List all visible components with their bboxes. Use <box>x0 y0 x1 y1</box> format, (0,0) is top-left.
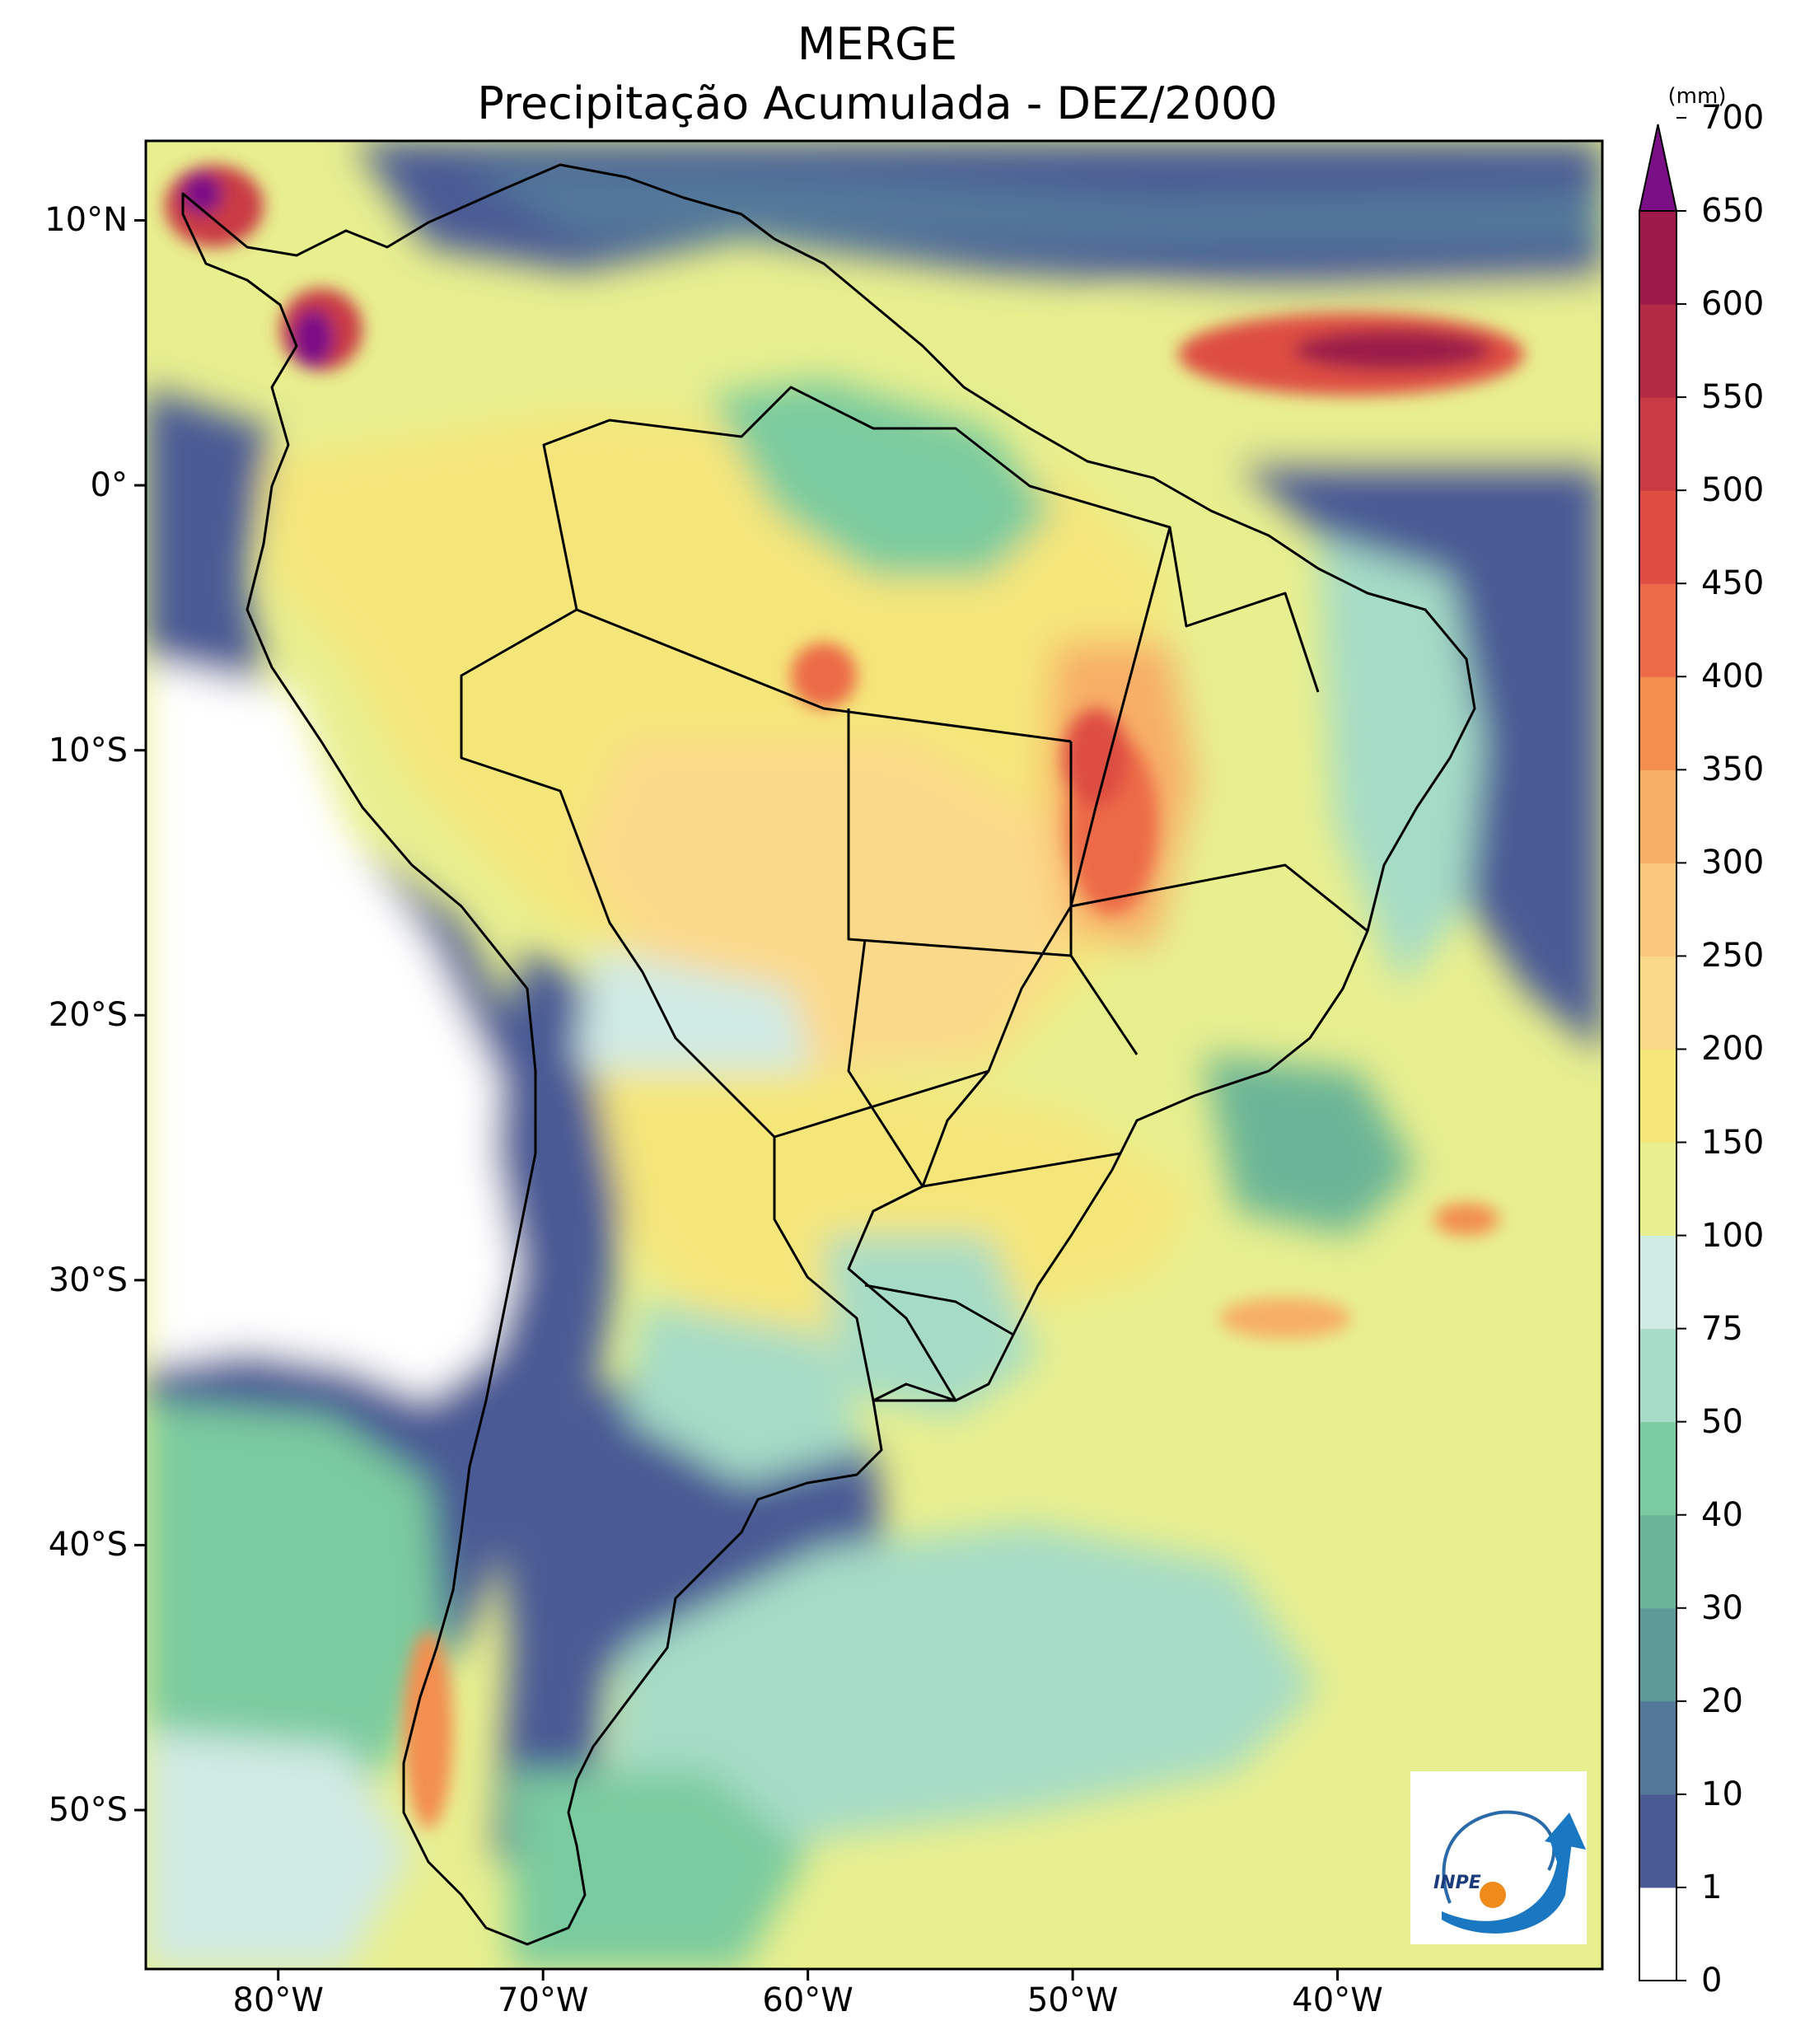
colorbar-label: 550 <box>1701 378 1764 416</box>
longitude-tick-marks <box>278 1969 1338 1981</box>
colorbar-label: 50 <box>1701 1403 1743 1441</box>
latitude-tick-marks <box>134 220 146 1810</box>
lat-tick-label: 10°S <box>49 732 128 769</box>
colorbar-swatch <box>1639 769 1676 863</box>
colorbar-swatch <box>1639 583 1676 677</box>
inpe-logo: INPE <box>1410 1771 1587 1944</box>
colorbar-label: 1 <box>1701 1869 1722 1906</box>
lon-tick-label: 80°W <box>232 1981 323 2019</box>
colorbar-label: 200 <box>1701 1030 1764 1068</box>
colorbar-swatch <box>1639 676 1676 770</box>
colorbar-label: 75 <box>1701 1310 1743 1348</box>
colorbar-label: 250 <box>1701 937 1764 975</box>
colorbar-swatch <box>1639 1515 1676 1609</box>
lon-tick-label: 70°W <box>498 1981 588 2019</box>
colorbar-swatch <box>1639 211 1676 305</box>
colorbar-label: 400 <box>1701 657 1764 695</box>
colorbar-label: 0 <box>1701 1962 1722 2000</box>
colorbar-label: 20 <box>1701 1682 1743 1720</box>
colorbar-swatch <box>1639 397 1676 491</box>
colorbar <box>1639 118 1686 1981</box>
lat-tick-label: 20°S <box>49 996 128 1034</box>
lat-tick-label: 50°S <box>49 1791 128 1829</box>
colorbar-extend-arrow <box>1639 124 1676 211</box>
inpe-logo-text: INPE <box>1433 1873 1481 1893</box>
colorbar-swatch <box>1639 1422 1676 1516</box>
lon-tick-label: 50°W <box>1027 1981 1118 2019</box>
colorbar-label: 600 <box>1701 285 1764 323</box>
colorbar-swatch <box>1639 956 1676 1050</box>
lon-tick-label: 60°W <box>762 1981 853 2019</box>
colorbar-swatch <box>1639 1794 1676 1888</box>
figure-subtitle: Precipitação Acumulada - DEZ/2000 <box>148 79 1606 129</box>
colorbar-label: 40 <box>1701 1496 1743 1534</box>
colorbar-swatch <box>1639 863 1676 957</box>
map-panel: INPE <box>146 141 1602 1969</box>
colorbar-swatch <box>1639 304 1676 398</box>
colorbar-label: 100 <box>1701 1217 1764 1255</box>
colorbar-label: 350 <box>1701 751 1764 788</box>
colorbar-label: 30 <box>1701 1589 1743 1627</box>
lat-tick-label: 40°S <box>49 1526 128 1564</box>
colorbar-label: 150 <box>1701 1124 1764 1162</box>
colorbar-swatch <box>1639 1049 1676 1143</box>
colorbar-swatch <box>1639 1236 1676 1330</box>
colorbar-label: 500 <box>1701 471 1764 509</box>
colorbar-swatch <box>1639 1329 1676 1423</box>
lat-tick-label: 10°N <box>44 201 128 239</box>
lon-tick-label: 40°W <box>1292 1981 1382 2019</box>
lat-tick-label: 30°S <box>49 1261 128 1299</box>
colorbar-swatch <box>1639 490 1676 584</box>
colorbar-label: 10 <box>1701 1775 1743 1813</box>
colorbar-swatch <box>1639 1608 1676 1702</box>
colorbar-label: 300 <box>1701 844 1764 882</box>
colorbar-label: 700 <box>1701 99 1764 137</box>
colorbar-swatch <box>1639 1143 1676 1237</box>
colorbar-swatch <box>1639 1887 1676 1981</box>
colorbar-label: 650 <box>1701 192 1764 230</box>
colorbar-swatch <box>1639 1701 1676 1795</box>
lat-tick-label: 0° <box>91 466 128 504</box>
colorbar-label: 450 <box>1701 564 1764 602</box>
figure-title: MERGE <box>148 20 1606 69</box>
